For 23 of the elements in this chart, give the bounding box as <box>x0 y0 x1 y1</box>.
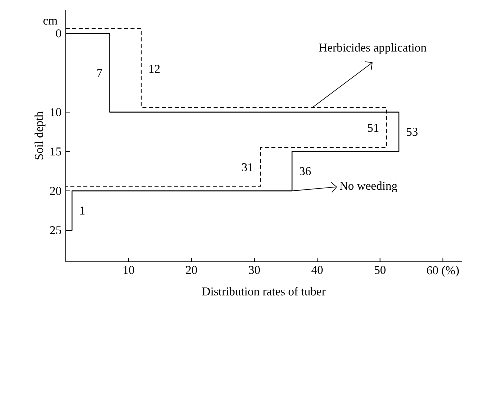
x-tick-label: 40 <box>312 266 323 274</box>
x-tick-label: 30 <box>249 266 260 274</box>
y-axis-title: Soil depth <box>34 112 46 160</box>
x-tick-label: 20 <box>186 266 198 274</box>
x-tick-label: 60 (%) <box>427 266 460 278</box>
y-tick-label: 10 <box>50 108 62 116</box>
x-axis-title: Distribution rates of tuber <box>202 287 326 296</box>
annotation: 7 <box>98 69 102 77</box>
text: cm <box>44 19 58 25</box>
annotation: 51 <box>368 124 379 132</box>
y-tick-label: 20 <box>50 187 62 196</box>
text: Herbicides application <box>319 43 427 54</box>
annotation: 1 <box>80 206 85 215</box>
annotation: 36 <box>300 167 312 176</box>
y-tick-label: 15 <box>50 148 62 156</box>
legend-label: No weeding <box>340 182 398 193</box>
y-tick-label: 0 <box>56 30 62 38</box>
annotation: 53 <box>407 128 418 136</box>
y-tick-label: 25 <box>50 226 62 235</box>
x-tick-label: 10 <box>124 266 134 274</box>
annotation: 31 <box>242 163 253 172</box>
x-tick-label: 50 <box>374 266 386 274</box>
annotation: 12 <box>150 65 160 74</box>
